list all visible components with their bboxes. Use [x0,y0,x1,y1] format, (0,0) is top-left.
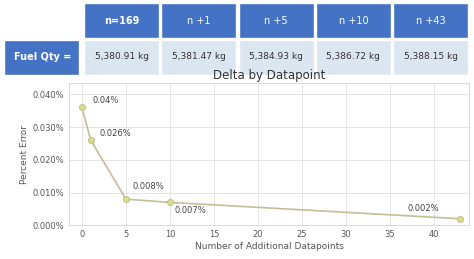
FancyBboxPatch shape [393,40,468,75]
Point [122,197,130,201]
Text: 0.04%: 0.04% [92,96,119,105]
FancyBboxPatch shape [84,40,159,75]
Text: 5,384.93 kg: 5,384.93 kg [249,53,303,61]
Y-axis label: Percent Error: Percent Error [20,125,29,184]
Point [166,200,174,204]
Text: n +10: n +10 [338,16,368,26]
Text: 0.026%: 0.026% [100,129,131,138]
Text: n=169: n=169 [104,16,139,26]
Text: n +5: n +5 [264,16,288,26]
Title: Delta by Datapoint: Delta by Datapoint [213,69,325,82]
FancyBboxPatch shape [238,40,314,75]
Text: 0.008%: 0.008% [133,182,165,191]
FancyBboxPatch shape [84,3,159,38]
Text: 5,388.15 kg: 5,388.15 kg [404,53,457,61]
Text: 5,380.91 kg: 5,380.91 kg [95,53,148,61]
X-axis label: Number of Additional Datapoints: Number of Additional Datapoints [194,242,344,251]
FancyBboxPatch shape [161,3,237,38]
FancyBboxPatch shape [4,40,79,75]
FancyBboxPatch shape [316,3,391,38]
Point [87,138,94,142]
Text: Fuel Qty =: Fuel Qty = [14,52,72,62]
Text: 0.002%: 0.002% [408,204,439,213]
Point [78,105,86,110]
FancyBboxPatch shape [161,40,237,75]
FancyBboxPatch shape [238,3,314,38]
Text: 5,386.72 kg: 5,386.72 kg [327,53,380,61]
Text: 0.007%: 0.007% [174,206,206,215]
FancyBboxPatch shape [316,40,391,75]
Point [456,217,464,221]
Text: n +43: n +43 [416,16,446,26]
FancyBboxPatch shape [393,3,468,38]
Text: n +1: n +1 [187,16,210,26]
Text: 5,381.47 kg: 5,381.47 kg [172,53,226,61]
